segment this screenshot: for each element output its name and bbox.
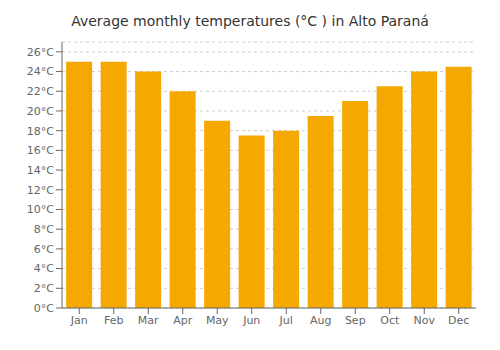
svg-text:20°C: 20°C xyxy=(27,105,54,118)
svg-text:12°C: 12°C xyxy=(27,184,54,197)
svg-text:8°C: 8°C xyxy=(34,223,54,236)
svg-text:14°C: 14°C xyxy=(27,164,54,177)
svg-text:Mar: Mar xyxy=(138,314,159,327)
svg-text:10°C: 10°C xyxy=(27,203,54,216)
svg-text:4°C: 4°C xyxy=(34,262,54,275)
svg-text:Oct: Oct xyxy=(380,314,400,327)
svg-text:Jan: Jan xyxy=(70,314,88,327)
svg-text:May: May xyxy=(206,314,229,327)
svg-text:24°C: 24°C xyxy=(27,65,54,78)
svg-text:Jun: Jun xyxy=(242,314,260,327)
svg-text:26°C: 26°C xyxy=(27,46,54,59)
svg-text:Sep: Sep xyxy=(345,314,366,327)
svg-text:2°C: 2°C xyxy=(34,282,54,295)
svg-text:Nov: Nov xyxy=(414,314,436,327)
svg-text:Jul: Jul xyxy=(279,314,293,327)
html-text:Average monthly temperatures (: Average monthly temperatures (°C ) in Al… xyxy=(71,13,429,29)
svg-text:Apr: Apr xyxy=(173,314,193,327)
svg-text:18°C: 18°C xyxy=(27,125,54,138)
svg-text:Dec: Dec xyxy=(448,314,469,327)
svg-text:0°C: 0°C xyxy=(34,302,54,315)
svg-text:22°C: 22°C xyxy=(27,85,54,98)
svg-text:16°C: 16°C xyxy=(27,144,54,157)
svg-text:Feb: Feb xyxy=(104,314,123,327)
svg-text:6°C: 6°C xyxy=(34,243,54,256)
svg-text:Aug: Aug xyxy=(310,314,331,327)
